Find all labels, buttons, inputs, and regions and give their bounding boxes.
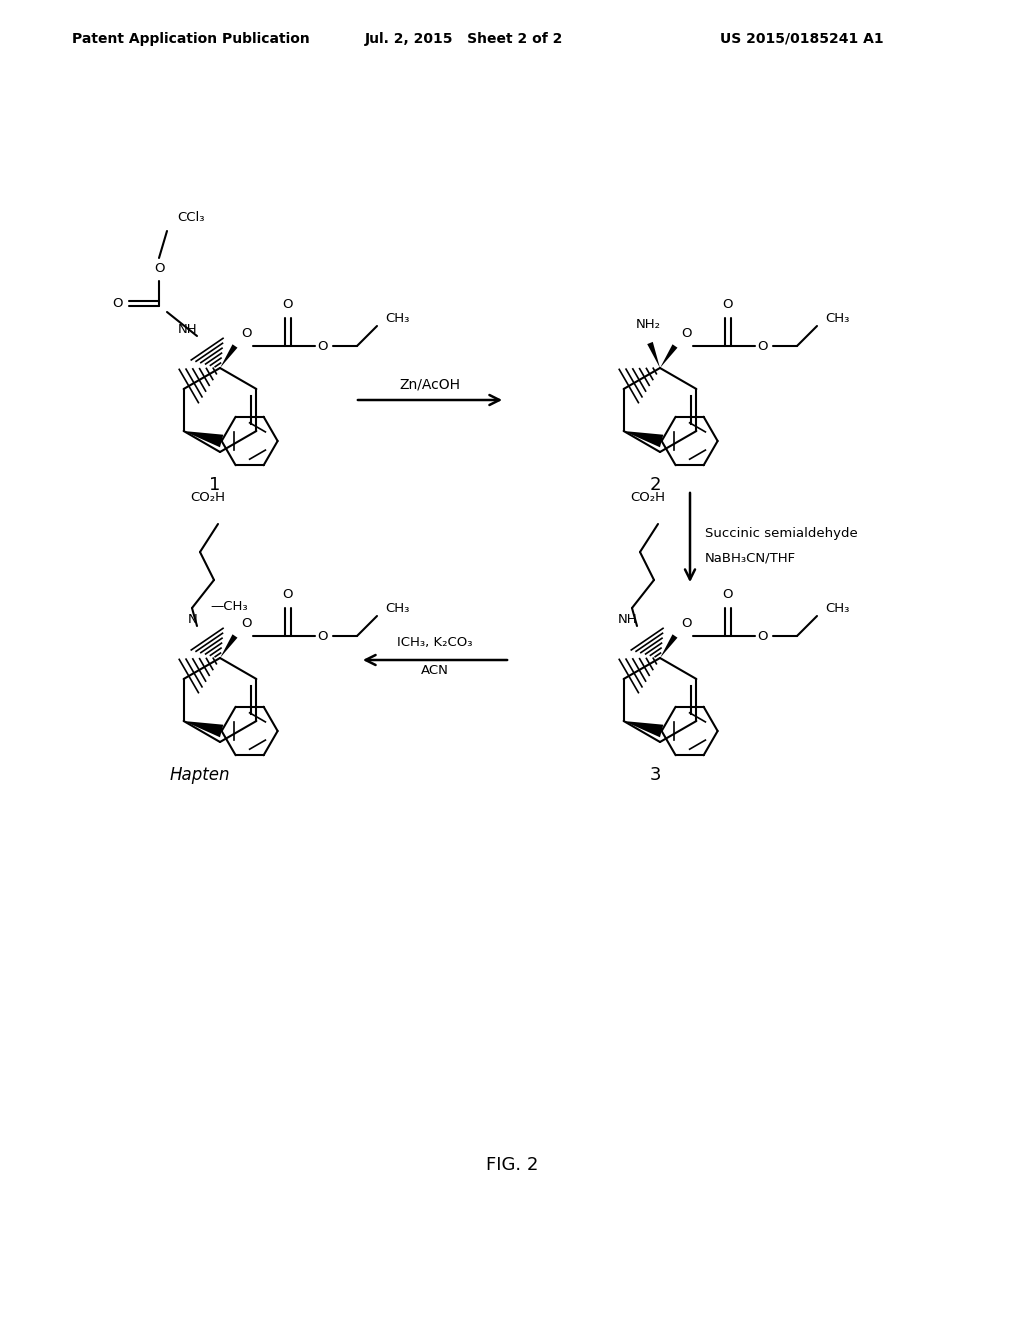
Text: CH₃: CH₃: [385, 312, 410, 325]
Text: Succinic semialdehyde: Succinic semialdehyde: [705, 527, 858, 540]
Text: NH₂: NH₂: [636, 318, 660, 331]
Text: Hapten: Hapten: [170, 766, 230, 784]
Text: O: O: [283, 587, 293, 601]
Text: NH: NH: [617, 612, 637, 626]
Text: 3: 3: [649, 766, 660, 784]
Text: O: O: [112, 297, 122, 310]
Polygon shape: [624, 721, 664, 738]
Polygon shape: [624, 432, 664, 447]
Polygon shape: [183, 432, 223, 447]
Text: CO₂H: CO₂H: [631, 491, 666, 504]
Text: N: N: [187, 612, 197, 626]
Text: 1: 1: [209, 477, 221, 494]
Text: ICH₃, K₂CO₃: ICH₃, K₂CO₃: [397, 635, 473, 648]
Text: O: O: [154, 263, 164, 276]
Text: O: O: [241, 616, 252, 630]
Text: O: O: [317, 630, 329, 643]
Text: CH₃: CH₃: [825, 602, 849, 615]
Text: O: O: [283, 297, 293, 310]
Text: 2: 2: [649, 477, 660, 494]
Text: US 2015/0185241 A1: US 2015/0185241 A1: [720, 32, 884, 46]
Text: CH₃: CH₃: [825, 312, 849, 325]
Polygon shape: [183, 721, 223, 738]
Text: CO₂H: CO₂H: [190, 491, 225, 504]
Text: O: O: [241, 327, 252, 341]
Polygon shape: [220, 635, 238, 657]
Polygon shape: [660, 635, 678, 657]
Text: O: O: [681, 616, 691, 630]
Polygon shape: [647, 342, 660, 368]
Text: O: O: [723, 297, 733, 310]
Text: NH: NH: [177, 323, 197, 337]
Text: Patent Application Publication: Patent Application Publication: [72, 32, 309, 46]
Polygon shape: [660, 345, 678, 368]
Polygon shape: [220, 345, 238, 368]
Text: O: O: [681, 327, 691, 341]
Text: Jul. 2, 2015   Sheet 2 of 2: Jul. 2, 2015 Sheet 2 of 2: [365, 32, 563, 46]
Text: O: O: [758, 630, 768, 643]
Text: —CH₃: —CH₃: [210, 599, 248, 612]
Text: O: O: [317, 339, 329, 352]
Text: CCl₃: CCl₃: [177, 211, 205, 224]
Text: ACN: ACN: [421, 664, 449, 676]
Text: O: O: [758, 339, 768, 352]
Text: FIG. 2: FIG. 2: [485, 1156, 539, 1173]
Text: Zn/AcOH: Zn/AcOH: [399, 378, 461, 391]
Text: CH₃: CH₃: [385, 602, 410, 615]
Text: O: O: [723, 587, 733, 601]
Text: NaBH₃CN/THF: NaBH₃CN/THF: [705, 552, 796, 565]
